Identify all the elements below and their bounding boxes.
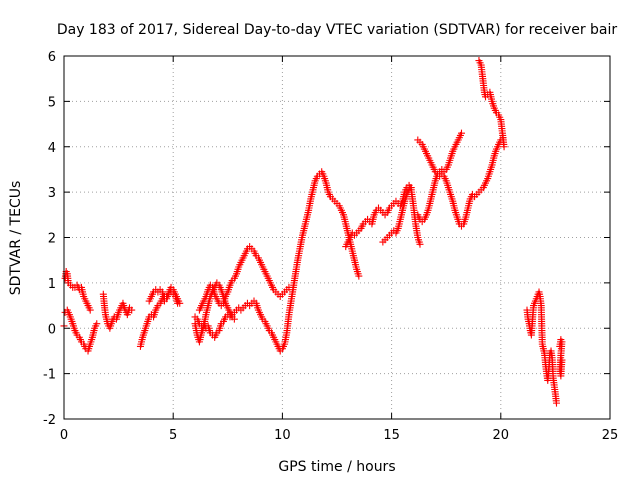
data-points <box>60 57 566 407</box>
data-point <box>93 320 101 328</box>
data-point <box>86 306 94 314</box>
plot-frame <box>63 55 611 420</box>
y-tick-label: 4 <box>48 141 56 156</box>
x-tick-label: 10 <box>274 428 291 443</box>
chart-title: Day 183 of 2017, Sidereal Day-to-day VTE… <box>57 22 618 38</box>
data-point <box>355 272 363 280</box>
data-point <box>558 356 566 364</box>
x-tick-label: 15 <box>383 428 400 443</box>
y-tick-label: -2 <box>43 413 56 428</box>
y-tick-label: -1 <box>43 368 56 383</box>
data-point <box>128 306 136 314</box>
data-point <box>407 184 415 192</box>
data-point <box>416 240 424 248</box>
y-tick-label: 5 <box>48 95 56 110</box>
data-point <box>457 129 465 137</box>
y-tick-label: 0 <box>48 322 56 337</box>
x-tick-labels: 0 5 10 15 20 25 <box>60 428 618 443</box>
x-axis-label: GPS time / hours <box>278 459 395 475</box>
x-tick-label: 5 <box>169 428 177 443</box>
y-axis-label: SDTVAR / TECUs <box>8 181 24 296</box>
data-point <box>552 399 560 407</box>
data-point <box>500 143 508 151</box>
x-tick-label: 20 <box>493 428 510 443</box>
y-tick-label: 1 <box>48 277 56 292</box>
x-tick-label: 0 <box>60 428 68 443</box>
data-point <box>176 299 184 307</box>
y-tick-label: 3 <box>48 186 56 201</box>
x-tick-label: 25 <box>602 428 619 443</box>
y-tick-labels: -2 -1 0 1 2 3 4 5 6 <box>43 50 56 428</box>
y-tick-label: 6 <box>48 50 56 65</box>
data-point <box>230 315 238 323</box>
y-tick-label: 2 <box>48 232 56 247</box>
